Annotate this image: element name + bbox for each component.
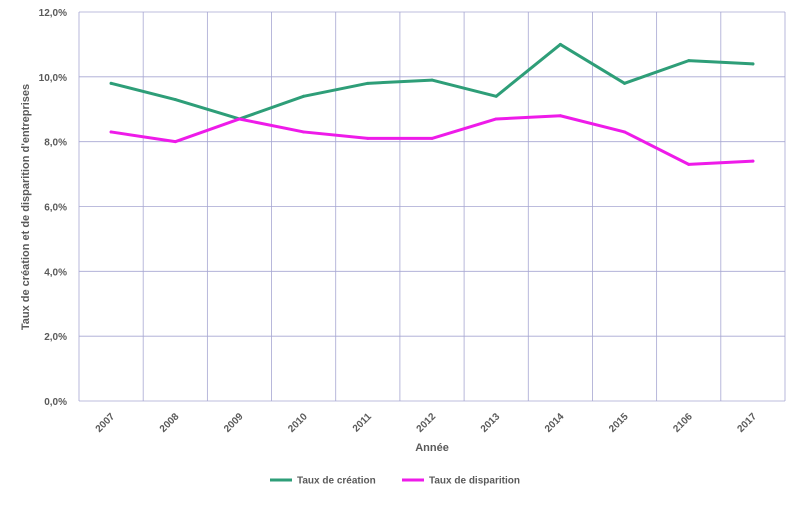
legend: Taux de création Taux de disparition bbox=[270, 476, 520, 487]
data-point bbox=[302, 130, 306, 134]
series-lines bbox=[109, 42, 755, 166]
x-tick-label: 2106 bbox=[671, 411, 695, 435]
x-tick-label: 2013 bbox=[479, 411, 503, 435]
x-tick-label: 2009 bbox=[222, 411, 246, 435]
data-point bbox=[109, 130, 113, 134]
data-point bbox=[109, 81, 113, 85]
y-tick-label: 8,0% bbox=[44, 138, 67, 149]
data-point bbox=[173, 98, 177, 102]
x-tick-label: 2011 bbox=[351, 411, 374, 434]
data-point bbox=[687, 59, 691, 63]
x-axis-title: Année bbox=[415, 442, 449, 454]
legend-label: Taux de création bbox=[297, 476, 376, 487]
y-tick-label: 4,0% bbox=[44, 267, 67, 278]
y-tick-label: 10,0% bbox=[39, 73, 67, 84]
x-tick-label: 2017 bbox=[736, 411, 760, 435]
grid bbox=[78, 11, 786, 402]
x-tick-label: 2010 bbox=[286, 411, 310, 435]
data-point bbox=[430, 78, 434, 82]
data-point bbox=[366, 81, 370, 85]
data-point bbox=[558, 42, 562, 46]
data-point bbox=[623, 130, 627, 134]
data-point bbox=[237, 117, 241, 121]
data-point bbox=[494, 117, 498, 121]
data-point bbox=[687, 162, 691, 166]
data-point bbox=[302, 94, 306, 98]
data-point bbox=[751, 62, 755, 66]
x-tick-label: 2012 bbox=[415, 411, 439, 435]
x-tick-label: 2014 bbox=[543, 411, 567, 435]
legend-label: Taux de disparition bbox=[429, 476, 520, 487]
y-tick-label: 2,0% bbox=[44, 332, 67, 343]
data-point bbox=[366, 136, 370, 140]
data-point bbox=[751, 159, 755, 163]
data-point bbox=[173, 140, 177, 144]
x-tick-label: 2015 bbox=[607, 411, 631, 435]
y-axis-title: Taux de création et de disparition d'ent… bbox=[20, 84, 32, 330]
data-point bbox=[623, 81, 627, 85]
y-tick-label: 0,0% bbox=[44, 397, 67, 408]
y-tick-label: 6,0% bbox=[44, 203, 67, 214]
x-tick-label: 2008 bbox=[158, 411, 182, 435]
data-point bbox=[558, 114, 562, 118]
x-axis-ticks: 2007 2008 2009 2010 2011 2012 2013 2014 2015 2106… bbox=[94, 411, 760, 435]
y-axis-ticks: 0,0% 2,0% 4,0% 6,0% 8,0% 10,0% 12,0% bbox=[39, 8, 67, 408]
x-tick-label: 2007 bbox=[94, 411, 118, 435]
data-point bbox=[494, 94, 498, 98]
data-point bbox=[430, 136, 434, 140]
y-tick-label: 12,0% bbox=[39, 8, 67, 19]
